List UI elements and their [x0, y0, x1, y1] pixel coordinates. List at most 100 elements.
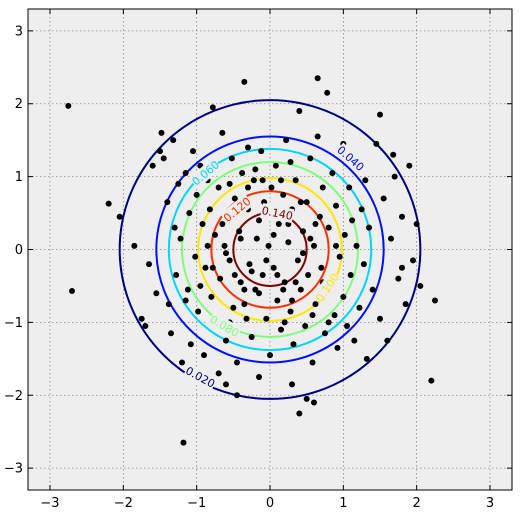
data-point [399, 265, 405, 271]
data-point [307, 155, 313, 161]
data-point [146, 261, 152, 267]
data-point [293, 279, 299, 285]
data-point [170, 137, 176, 143]
data-point [346, 185, 352, 191]
data-point [406, 163, 412, 169]
x-tick-label: −3 [40, 496, 59, 511]
data-point [283, 137, 289, 143]
data-point [216, 370, 222, 376]
data-point [273, 163, 279, 169]
data-point [370, 287, 376, 293]
data-point [258, 148, 264, 154]
data-point [69, 288, 75, 294]
data-point [245, 144, 251, 150]
data-point [183, 298, 189, 304]
data-point [194, 192, 200, 198]
data-point [377, 112, 383, 118]
y-tick-label: 2 [15, 97, 23, 112]
data-point [333, 203, 339, 209]
data-point [282, 279, 288, 285]
data-point [227, 181, 233, 187]
data-point [236, 228, 242, 234]
data-point [334, 345, 340, 351]
data-point [142, 323, 148, 329]
data-point [364, 356, 370, 362]
data-point [304, 199, 310, 205]
data-point [234, 392, 240, 398]
data-point [157, 148, 163, 154]
data-point [139, 316, 145, 322]
data-point [210, 104, 216, 110]
data-point [392, 174, 398, 180]
data-point [222, 243, 228, 249]
data-point [246, 261, 252, 267]
data-point [271, 232, 277, 238]
data-point [263, 316, 269, 322]
data-point [201, 352, 207, 358]
data-point [324, 90, 330, 96]
y-tick-label: 3 [15, 24, 23, 39]
data-point [312, 221, 318, 227]
data-point [318, 265, 324, 271]
data-point [359, 206, 365, 212]
data-point [223, 381, 229, 387]
data-point [131, 243, 137, 249]
data-point [332, 312, 338, 318]
data-point [150, 163, 156, 169]
x-tick-label: 0 [266, 496, 274, 511]
data-point [333, 243, 339, 249]
data-point [305, 272, 311, 278]
x-tick-label: 1 [339, 496, 347, 511]
data-point [296, 410, 302, 416]
data-point [278, 177, 284, 183]
data-point [249, 334, 255, 340]
data-point [254, 236, 260, 242]
data-point [161, 155, 167, 161]
data-point [164, 199, 170, 205]
data-point [311, 400, 317, 406]
data-point [106, 201, 112, 207]
data-point [403, 301, 409, 307]
data-point [344, 323, 350, 329]
data-point [312, 301, 318, 307]
data-point [373, 141, 379, 147]
data-point [238, 279, 244, 285]
data-point [326, 319, 332, 325]
x-tick-label: −1 [187, 496, 206, 511]
data-point [241, 79, 247, 85]
data-point [432, 298, 438, 304]
data-point [202, 265, 208, 271]
data-point [349, 217, 355, 223]
data-point [234, 359, 240, 365]
y-tick-label: −1 [4, 316, 23, 331]
data-point [186, 210, 192, 216]
data-point [197, 283, 203, 289]
y-tick-label: −2 [4, 389, 23, 404]
data-point [245, 185, 251, 191]
data-point [288, 308, 294, 314]
data-point [410, 257, 416, 263]
data-point [166, 301, 172, 307]
data-point [307, 236, 313, 242]
data-point [200, 221, 206, 227]
data-point [188, 341, 194, 347]
data-point [219, 130, 225, 136]
data-point [232, 272, 238, 278]
data-point [310, 359, 316, 365]
data-point [388, 236, 394, 242]
data-point [384, 338, 390, 344]
data-point [381, 195, 387, 201]
data-point [428, 378, 434, 384]
data-point [280, 192, 286, 198]
data-point [390, 152, 396, 158]
data-point [298, 199, 304, 205]
data-point [278, 327, 284, 333]
data-point [195, 308, 201, 314]
data-point [249, 268, 255, 274]
data-point [223, 250, 229, 256]
data-point [289, 298, 295, 304]
data-point [241, 301, 247, 307]
data-point [117, 214, 123, 220]
data-point [216, 185, 222, 191]
data-point [290, 341, 296, 347]
